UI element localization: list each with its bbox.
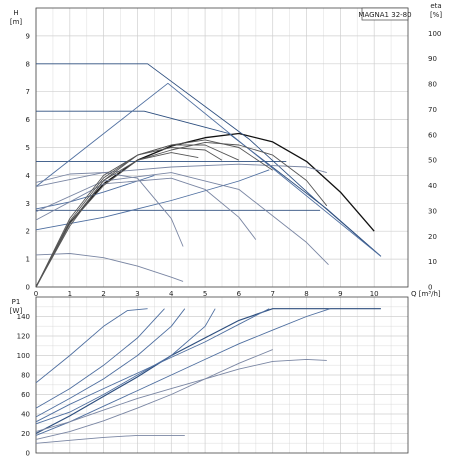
eta-ytick-label-3: 30: [428, 207, 437, 215]
h-ytick-label-0: 0: [26, 284, 30, 292]
h-ytick-label-3: 3: [26, 200, 30, 208]
eta-ytick-label-1: 10: [428, 258, 437, 266]
h-ytick-label-6: 6: [26, 116, 31, 124]
chart-title: MAGNA1 32-80: [358, 11, 411, 19]
h-panel-frame: [35, 7, 409, 288]
h-ytick-label-8: 8: [26, 60, 30, 68]
q-xtick-label-2: 2: [101, 290, 105, 298]
h-series-head-const-p-2: [36, 110, 382, 257]
q-xtick-label-1: 1: [68, 290, 72, 298]
eta-ytick-label-10: 100: [428, 30, 441, 38]
h-ytick-label-1: 1: [26, 256, 30, 264]
p1-axis-label: P1: [12, 298, 21, 306]
h-series-eta-17: [35, 152, 199, 288]
h-series-head-max-0: [35, 132, 375, 288]
p-panel-frame: [35, 296, 409, 454]
eta-ytick-label-6: 60: [428, 131, 437, 139]
q-xtick-label-10: 10: [370, 290, 379, 298]
eta-ytick-label-4: 40: [428, 182, 437, 190]
h-series-head-prop-p-6: [35, 169, 270, 231]
q-xtick-label-3: 3: [135, 290, 139, 298]
h-ytick-label-7: 7: [26, 88, 30, 96]
h-ytick-label-9: 9: [26, 32, 30, 40]
h-series-head-const-curve-10: [35, 172, 329, 266]
eta-ytick-label-5: 50: [428, 157, 437, 165]
h-series-eta-13: [35, 141, 328, 288]
p1-axis-unit: [W]: [10, 307, 23, 315]
chart-title-box: [361, 7, 409, 21]
p-series-power-3: [35, 308, 216, 425]
p-ytick-label-6: 120: [17, 333, 30, 341]
p-ytick-label-4: 80: [21, 372, 30, 380]
p-series-power-const-9: [35, 349, 273, 440]
h-series-head-const-p-1: [36, 63, 382, 257]
h-series-head-const-curve-11: [35, 163, 327, 188]
q-xtick-label-0: 0: [34, 290, 38, 298]
p-series-power-max-0: [35, 308, 381, 435]
h-series-head-prop-p-7: [35, 174, 155, 210]
p-ytick-label-7: 140: [17, 313, 30, 321]
q-xtick-label-9: 9: [338, 290, 342, 298]
h-axis-label: H: [13, 9, 18, 17]
h-axis-unit: [m]: [10, 18, 23, 26]
q-xtick-label-7: 7: [270, 290, 274, 298]
eta-ytick-label-0: 0: [428, 284, 432, 292]
p-series-power-1: [35, 308, 331, 436]
h-series-head-const-curve-9: [35, 253, 184, 282]
p-series-power-const-7: [35, 358, 327, 433]
h-series-head-const-curve-12: [35, 177, 257, 240]
q-axis-label: Q [m³/h]: [411, 290, 441, 298]
q-xtick-label-8: 8: [304, 290, 308, 298]
p-ytick-label-0: 0: [26, 450, 30, 458]
p-ytick-label-1: 20: [21, 430, 30, 438]
h-series-head-prop-p-5: [35, 82, 382, 257]
p-ytick-label-5: 100: [17, 352, 30, 360]
p-series-power-const-8: [35, 434, 185, 444]
eta-ytick-label-9: 90: [428, 55, 437, 63]
q-xtick-label-6: 6: [237, 290, 242, 298]
eta-axis-label: eta: [430, 2, 441, 10]
p-series-power-5: [35, 308, 165, 409]
p-series-power-4: [35, 308, 186, 418]
p-ytick-label-3: 60: [21, 391, 30, 399]
h-ytick-label-4: 4: [26, 172, 31, 180]
eta-ytick-label-2: 20: [428, 233, 437, 241]
h-ytick-label-5: 5: [26, 144, 30, 152]
h-ytick-label-2: 2: [26, 228, 30, 236]
h-series-head-const-curve-8: [35, 172, 184, 247]
eta-ytick-label-7: 70: [428, 106, 437, 114]
q-xtick-label-4: 4: [169, 290, 174, 298]
q-xtick-label-5: 5: [203, 290, 207, 298]
p-ytick-label-2: 40: [21, 411, 30, 419]
eta-axis-unit: [%]: [430, 11, 442, 19]
h-series-eta-16: [35, 147, 223, 288]
eta-ytick-label-8: 80: [428, 81, 437, 89]
p-series-power-6: [35, 308, 148, 384]
